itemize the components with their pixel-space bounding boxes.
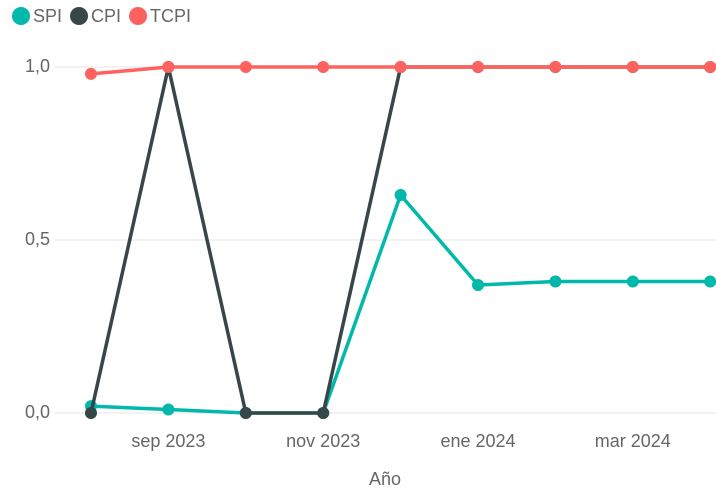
data-point: [549, 275, 562, 288]
data-point: [317, 61, 330, 73]
series-line: [90, 193, 711, 415]
data-point: [394, 189, 407, 202]
legend-label: TCPI: [150, 6, 191, 26]
data-point: [85, 67, 97, 80]
y-tick-label: 0,0: [25, 402, 50, 422]
data-point: [162, 403, 175, 416]
data-point: [239, 407, 252, 419]
data-point: [704, 61, 716, 73]
data-point: [626, 61, 639, 73]
x-tick-label: sep 2023: [131, 431, 205, 451]
legend-label: CPI: [91, 6, 121, 26]
data-point: [239, 61, 252, 73]
data-point: [317, 407, 330, 419]
data-point: [626, 275, 639, 288]
data-point: [704, 275, 716, 288]
legend-marker: [12, 7, 30, 25]
y-tick-label: 0,5: [25, 229, 50, 249]
data-point: [472, 61, 484, 73]
data-point: [162, 61, 175, 73]
x-tick-label: mar 2024: [595, 431, 671, 451]
legend-marker: [70, 7, 89, 25]
legend-marker: [129, 7, 148, 25]
x-tick-label: nov 2023: [286, 431, 360, 451]
data-point: [394, 61, 407, 73]
y-tick-label: 1,0: [25, 56, 50, 76]
legend-label: SPI: [33, 6, 62, 26]
data-point: [549, 61, 562, 73]
data-point: [85, 407, 97, 419]
x-axis-title: Año: [369, 469, 401, 489]
data-point: [472, 278, 484, 291]
x-tick-label: ene 2024: [440, 431, 515, 451]
